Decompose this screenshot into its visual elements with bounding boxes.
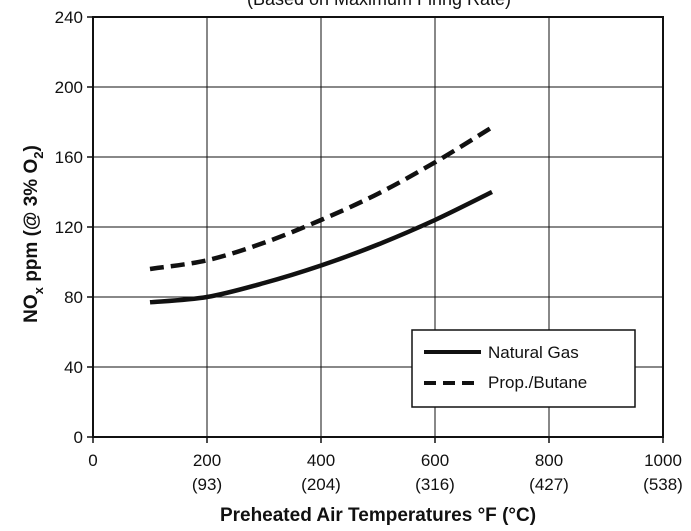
x-tick-label: 0 bbox=[88, 451, 97, 470]
x-tick-label: 600 bbox=[421, 451, 449, 470]
x-tick-sublabel: (204) bbox=[301, 475, 341, 494]
y-axis-title: NOx ppm (@ 3% O2) bbox=[21, 145, 46, 323]
legend-label-natural-gas: Natural Gas bbox=[488, 343, 579, 362]
x-axis-title: Preheated Air Temperatures °F (°C) bbox=[220, 505, 536, 526]
series-line-prop-butane bbox=[149, 125, 494, 272]
grid bbox=[93, 17, 663, 437]
y-tick-label: 40 bbox=[64, 358, 83, 377]
y-tick-label: 160 bbox=[55, 148, 83, 167]
axis-ticks: 0 40 80 120 160 200 240 0 200 (93) 400 (204) 600 (316… bbox=[55, 8, 683, 494]
y-tick-label: 240 bbox=[55, 8, 83, 27]
series-layer bbox=[149, 125, 494, 305]
y-tick-label: 0 bbox=[74, 428, 83, 447]
x-tick-sublabel: (316) bbox=[415, 475, 455, 494]
legend-box bbox=[411, 329, 636, 408]
x-tick-label: 800 bbox=[535, 451, 563, 470]
y-axis-title-subscript: 2 bbox=[31, 152, 46, 159]
y-axis-title-subscript: x bbox=[31, 286, 46, 294]
y-axis-title-part: NO bbox=[21, 294, 42, 323]
legend: Natural Gas Prop./Butane bbox=[411, 329, 636, 408]
y-axis-title-part: ppm (@ 3% O bbox=[21, 159, 42, 287]
legend-label-prop-butane: Prop./Butane bbox=[488, 373, 587, 392]
x-tick-sublabel: (538) bbox=[643, 475, 683, 494]
x-tick-sublabel: (427) bbox=[529, 475, 569, 494]
y-tick-label: 80 bbox=[64, 288, 83, 307]
series-line-natural-gas bbox=[149, 189, 493, 305]
x-tick-sublabel: (93) bbox=[192, 475, 222, 494]
y-tick-label: 200 bbox=[55, 78, 83, 97]
y-axis-title-part: ) bbox=[21, 145, 42, 151]
x-tick-label: 1000 bbox=[644, 451, 682, 470]
chart-title: (Based on Maximum Firing Rate) bbox=[247, 0, 511, 9]
y-tick-label: 120 bbox=[55, 218, 83, 237]
x-tick-label: 400 bbox=[307, 451, 335, 470]
x-tick-label: 200 bbox=[193, 451, 221, 470]
